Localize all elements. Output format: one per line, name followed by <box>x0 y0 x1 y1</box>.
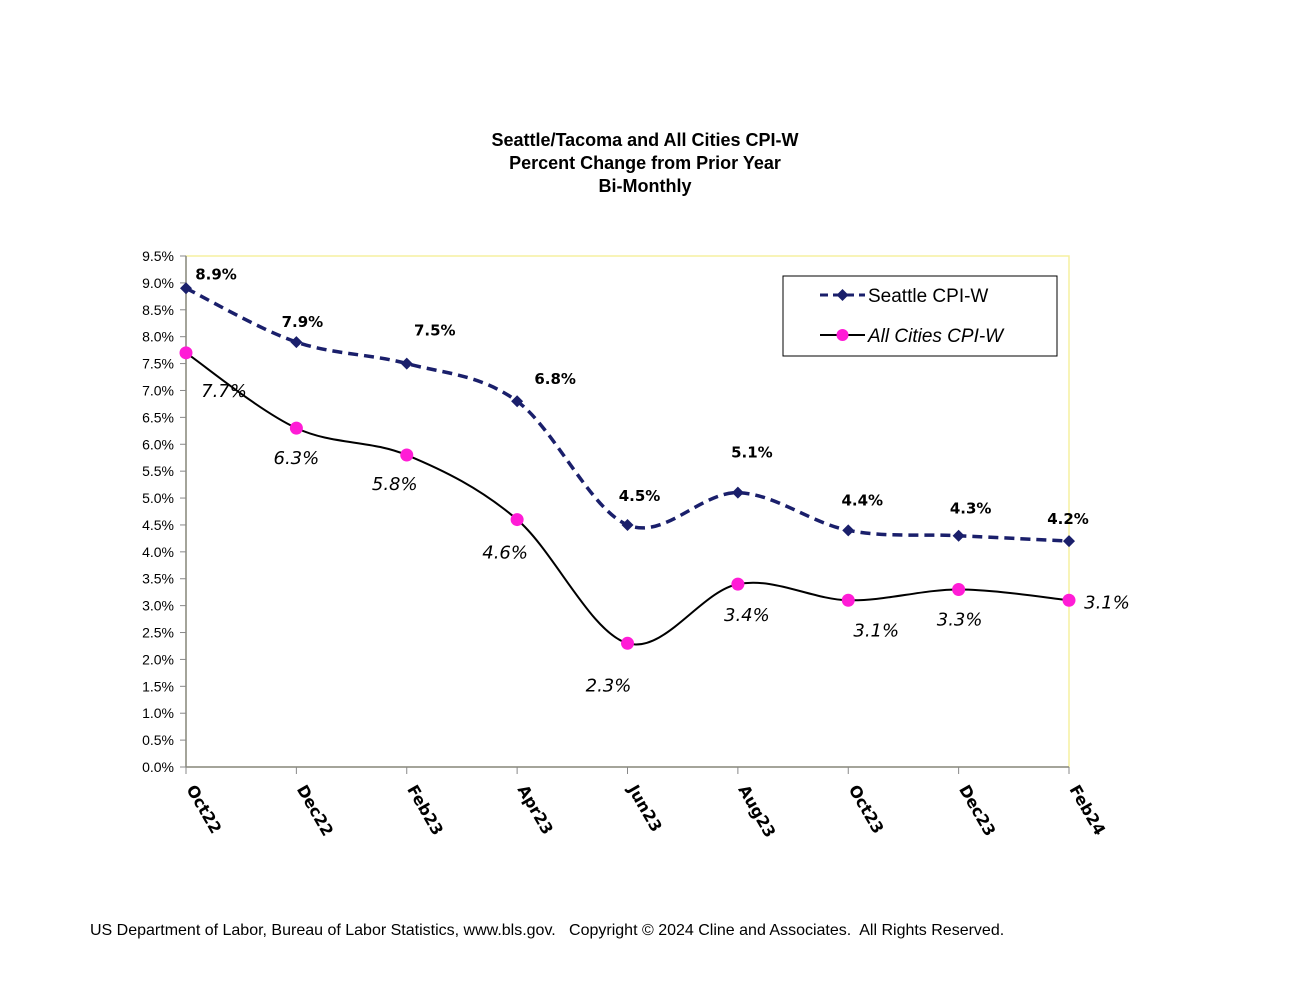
seattle-point <box>290 336 303 349</box>
x-tick-label: Dec22 <box>293 782 337 840</box>
seattle-point <box>400 357 413 370</box>
allcities-point <box>179 346 193 360</box>
chart-title-line-2: Percent Change from Prior Year <box>509 153 781 173</box>
seattle-point <box>842 524 855 537</box>
y-tick-label: 7.5% <box>142 356 174 372</box>
x-tick-label: Oct22 <box>183 782 226 837</box>
legend-seattle-label: Seattle CPI-W <box>868 286 988 307</box>
allcities-data-label: 3.1% <box>1084 592 1130 613</box>
y-tick-label: 5.0% <box>142 490 174 506</box>
y-tick-label: 0.5% <box>142 732 174 748</box>
seattle-point <box>1063 535 1075 548</box>
x-tick-label: Aug23 <box>734 782 779 841</box>
allcities-point <box>952 582 966 596</box>
y-tick-label: 3.5% <box>142 571 174 587</box>
allcities-point <box>289 421 303 435</box>
y-tick-label: 9.0% <box>142 275 174 291</box>
x-tick-label: Dec23 <box>955 782 999 840</box>
chart-title-line-3: Bi-Monthly <box>599 176 692 196</box>
y-tick-label: 3.0% <box>142 598 174 614</box>
seattle-data-label: 4.4% <box>841 491 883 509</box>
series-markers <box>179 282 1076 650</box>
x-tick-label: Jun23 <box>624 781 666 836</box>
seattle-data-label: 4.5% <box>619 487 661 505</box>
y-tick-label: 9.5% <box>142 248 174 264</box>
seattle-data-label: 8.9% <box>195 265 237 283</box>
y-tick-label: 5.5% <box>142 463 174 479</box>
y-tick-label: 1.0% <box>142 705 174 721</box>
y-tick-label: 8.0% <box>142 329 174 345</box>
allcities-data-label: 2.3% <box>586 675 632 696</box>
y-tick-label: 4.0% <box>142 544 174 560</box>
allcities-data-label: 6.3% <box>274 448 320 469</box>
allcities-point <box>400 448 414 462</box>
seattle-point <box>731 486 744 499</box>
allcities-point <box>1062 593 1076 607</box>
legend-box <box>782 275 1058 357</box>
seattle-data-label: 4.2% <box>1047 510 1089 528</box>
y-tick-label: 0.0% <box>142 759 174 775</box>
y-tick-label: 2.0% <box>142 651 174 667</box>
legend-allcities-marker-icon <box>836 329 849 341</box>
seattle-data-label: 4.3% <box>950 500 992 518</box>
allcities-point <box>841 593 855 607</box>
seattle-data-label: 6.8% <box>534 370 576 388</box>
allcities-data-label: 3.4% <box>724 605 770 626</box>
legend-seattle-marker-icon <box>836 289 849 301</box>
y-tick-label: 7.0% <box>142 382 174 398</box>
legend-allcities-label: All Cities CPI-W <box>867 326 1005 347</box>
seattle-data-label: 7.9% <box>282 313 324 331</box>
allcities-data-label: 5.8% <box>372 474 418 495</box>
y-tick-label: 6.5% <box>142 409 174 425</box>
x-tick-label: Feb24 <box>1066 782 1110 839</box>
legend: Seattle CPI-W All Cities CPI-W <box>782 275 1058 357</box>
x-tick-label: Apr23 <box>514 782 557 838</box>
allcities-point <box>510 513 524 527</box>
x-tick-label: Oct23 <box>845 782 888 837</box>
seattle-point <box>180 282 192 295</box>
allcities-point <box>621 636 634 650</box>
source-footer: US Department of Labor, Bureau of Labor … <box>90 922 1005 939</box>
seattle-point <box>511 395 524 408</box>
seattle-data-label: 7.5% <box>414 322 456 340</box>
allcities-data-label: 4.6% <box>482 543 528 564</box>
x-tick-label: Feb23 <box>403 782 447 839</box>
y-tick-label: 8.5% <box>142 302 174 318</box>
y-tick-label: 4.5% <box>142 517 174 533</box>
seattle-point <box>621 518 634 531</box>
chart-title-line-1: Seattle/Tacoma and All Cities CPI-W <box>491 130 798 150</box>
y-tick-label: 2.5% <box>142 625 174 641</box>
data-labels: 8.9% 7.9% 7.5% 6.8% 4.5% 5.1% 4.4% 4.3% 4.2% 7.7%… <box>195 265 1130 696</box>
allcities-data-label: 3.3% <box>937 609 983 630</box>
x-axis-ticks: Oct22 Dec22 Feb23 Apr23 Jun23 Aug23 Oct23 Dec23… <box>183 767 1110 841</box>
seattle-data-label: 5.1% <box>731 444 773 462</box>
y-axis-ticks: 0.0% 0.5% 1.0% 1.5% 2.0% 2.5% 3.0% 3.5% 4.0% 4.5%… <box>142 248 186 775</box>
allcities-data-label: 7.7% <box>201 381 247 402</box>
y-tick-label: 1.5% <box>142 678 174 694</box>
seattle-point <box>952 529 965 542</box>
allcities-data-label: 3.1% <box>853 620 899 641</box>
chart-title: Seattle/Tacoma and All Cities CPI-W Perc… <box>491 130 798 196</box>
y-tick-label: 6.0% <box>142 436 174 452</box>
allcities-point <box>731 577 745 591</box>
